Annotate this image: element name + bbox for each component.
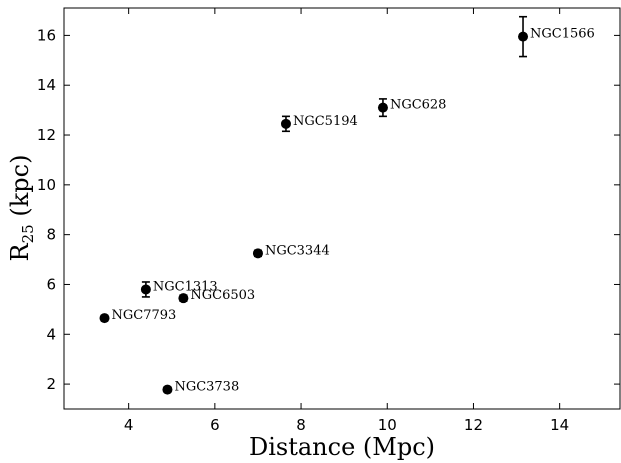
data-point-group: NGC7793 (99, 308, 177, 324)
data-point (162, 384, 173, 395)
y-axis-title: R25 (kpc) (6, 155, 37, 262)
x-axis-title: Distance (Mpc) (249, 433, 435, 461)
point-label: NGC6503 (190, 288, 255, 303)
data-point (518, 31, 529, 42)
data-point-group: NGC6503 (178, 288, 255, 304)
data-point (178, 293, 189, 304)
plot-area (63, 7, 621, 410)
y-tick-label: 2 (46, 375, 56, 393)
y-tick-label: 10 (37, 176, 56, 194)
data-point-group: NGC3738 (162, 380, 239, 395)
data-point-group: NGC3344 (252, 243, 330, 259)
y-tick-label: 14 (37, 76, 56, 94)
y-tick-label: 6 (46, 275, 56, 293)
axis-ticks: 4 6 8 10 12 14 2 4 6 8 10 12 14 16 (37, 8, 620, 434)
x-tick-label: 12 (464, 416, 483, 434)
x-tick-label: 8 (296, 416, 306, 434)
x-tick-label: 14 (550, 416, 569, 434)
y-tick-label: 4 (46, 325, 56, 343)
y-tick-label: 8 (46, 226, 56, 244)
x-tick-label: 4 (124, 416, 134, 434)
data-point (377, 102, 388, 113)
point-label: NGC3344 (265, 243, 330, 258)
y-axis-title-sub: 25 (19, 224, 37, 243)
data-point (140, 284, 151, 295)
data-point-group: NGC1566 (518, 15, 595, 58)
data-point (99, 313, 110, 324)
y-axis-title-main: R (6, 242, 34, 261)
point-label: NGC3738 (174, 380, 239, 395)
y-tick-label: 16 (37, 26, 56, 44)
data-points: NGC1566 NGC628 NGC5194 NGC3344 NGC1313NGC650… (99, 15, 595, 395)
data-point (280, 118, 291, 129)
point-label: NGC628 (390, 98, 447, 113)
x-tick-label: 6 (210, 416, 220, 434)
point-label: NGC7793 (112, 308, 177, 323)
y-axis-title-unit: (kpc) (6, 155, 34, 225)
x-tick-label: 10 (378, 416, 397, 434)
data-point-group: NGC628 (377, 98, 447, 118)
data-point-group: NGC1313 (140, 279, 218, 298)
point-label: NGC1313 (153, 279, 218, 294)
data-point-group: NGC5194 (280, 114, 358, 133)
point-label: NGC5194 (293, 114, 358, 129)
data-point (252, 248, 263, 259)
y-tick-label: 12 (37, 126, 56, 144)
point-label: NGC1566 (530, 27, 595, 42)
